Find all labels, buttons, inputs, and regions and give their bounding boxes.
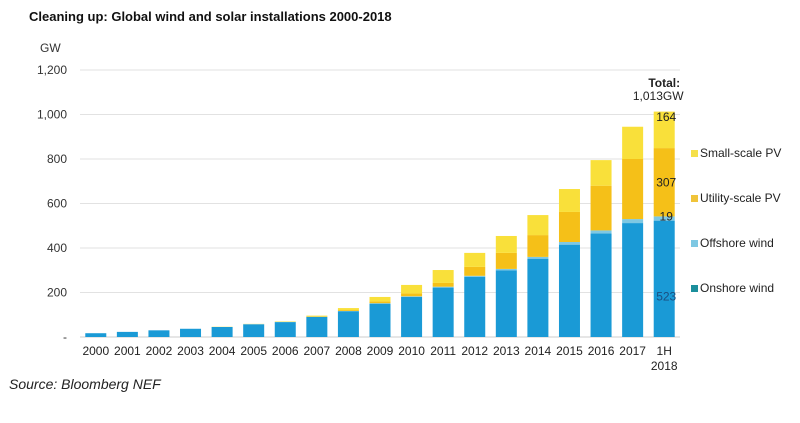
bar-segment-onshore-wind xyxy=(464,276,486,337)
x-tick-label: 2013 xyxy=(493,344,520,358)
total-value: 1,013GW xyxy=(633,89,684,103)
y-tick-label: - xyxy=(63,330,67,344)
x-tick-label: 1H xyxy=(657,344,672,358)
bar-segment-utility-scale-pv xyxy=(401,293,423,297)
bar-segment-onshore-wind xyxy=(337,311,359,337)
x-tick-label: 2009 xyxy=(367,344,394,358)
data-label: 307 xyxy=(656,175,676,189)
bar-segment-onshore-wind xyxy=(495,270,517,337)
bar-segment-utility-scale-pv xyxy=(653,148,675,217)
bar-segment-utility-scale-pv xyxy=(337,310,359,311)
bar-segment-onshore-wind xyxy=(148,330,170,337)
bar-segment-offshore-wind xyxy=(495,268,517,271)
bar-segment-small-scale-pv xyxy=(653,111,675,149)
y-tick-label: 400 xyxy=(47,241,67,255)
bar-segment-small-scale-pv xyxy=(401,284,423,294)
bar-segment-onshore-wind xyxy=(558,244,580,337)
x-tick-label: 2004 xyxy=(209,344,236,358)
bar-segment-utility-scale-pv xyxy=(558,211,580,242)
bar-segment-small-scale-pv xyxy=(306,315,328,317)
x-tick-label: 2006 xyxy=(272,344,299,358)
legend-swatch xyxy=(691,150,698,157)
bar-segment-small-scale-pv xyxy=(464,252,486,267)
chart-title: Cleaning up: Global wind and solar insta… xyxy=(29,9,392,24)
x-tick-label: 2014 xyxy=(525,344,552,358)
source-note: Source: Bloomberg NEF xyxy=(9,376,161,392)
bar-segment-small-scale-pv xyxy=(558,189,580,212)
bar-segment-small-scale-pv xyxy=(495,235,517,253)
x-tick-label: 2001 xyxy=(114,344,141,358)
legend-label: Onshore wind xyxy=(700,281,774,295)
bar-segment-offshore-wind xyxy=(590,230,612,234)
x-tick-label: 2017 xyxy=(619,344,646,358)
y-tick-label: 800 xyxy=(47,152,67,166)
bar-segment-offshore-wind xyxy=(527,256,549,259)
bar-segment-onshore-wind xyxy=(180,328,202,337)
bar-segment-onshore-wind xyxy=(653,220,675,337)
bar-segment-utility-scale-pv xyxy=(622,159,644,220)
bar-segment-small-scale-pv xyxy=(527,215,549,236)
bar-segment-utility-scale-pv xyxy=(527,235,549,257)
data-label: 523 xyxy=(656,289,676,303)
bar-segment-onshore-wind xyxy=(590,233,612,337)
x-tick-label: 2010 xyxy=(398,344,425,358)
bar-segment-onshore-wind xyxy=(243,324,265,337)
bar-segment-onshore-wind xyxy=(369,303,391,337)
bar-segment-onshore-wind xyxy=(622,223,644,337)
bar-segment-small-scale-pv xyxy=(622,126,644,159)
bar-segment-offshore-wind xyxy=(464,275,486,277)
bar-segment-onshore-wind xyxy=(432,287,454,337)
legend-swatch xyxy=(691,240,698,247)
bar-segment-small-scale-pv xyxy=(432,270,454,283)
bar-segment-offshore-wind xyxy=(653,216,675,221)
bar-segment-onshore-wind xyxy=(306,316,328,337)
x-tick-label: 2003 xyxy=(177,344,204,358)
x-tick-label: 2000 xyxy=(82,344,109,358)
data-label: 164 xyxy=(656,110,676,124)
bar-segment-offshore-wind xyxy=(558,241,580,245)
x-tick-label: 2015 xyxy=(556,344,583,358)
bar-segment-onshore-wind xyxy=(211,326,233,337)
bar-segment-utility-scale-pv xyxy=(590,185,612,231)
legend-swatch xyxy=(691,285,698,292)
bar-segment-small-scale-pv xyxy=(369,296,391,302)
bar-segment-onshore-wind xyxy=(274,322,296,337)
x-tick-label: 2007 xyxy=(303,344,330,358)
x-tick-label: 2018 xyxy=(651,359,678,373)
x-tick-label: 2012 xyxy=(461,344,488,358)
y-axis-label: GW xyxy=(40,41,61,55)
bar-segment-onshore-wind xyxy=(401,296,423,337)
y-tick-label: 1,200 xyxy=(37,63,67,77)
bar-segment-utility-scale-pv xyxy=(495,252,517,269)
bar-segment-offshore-wind xyxy=(401,296,423,297)
bar-segment-utility-scale-pv xyxy=(369,301,391,304)
x-tick-label: 2008 xyxy=(335,344,362,358)
legend-label: Small-scale PV xyxy=(700,146,781,160)
legend-label: Utility-scale PV xyxy=(700,191,781,205)
bar-segment-small-scale-pv xyxy=(590,160,612,186)
bar-segment-onshore-wind xyxy=(116,331,138,337)
y-tick-label: 1,000 xyxy=(37,108,67,122)
bar-segment-utility-scale-pv xyxy=(464,266,486,276)
x-tick-label: 2011 xyxy=(430,344,456,358)
bar-segment-onshore-wind xyxy=(85,333,107,337)
y-tick-label: 600 xyxy=(47,197,67,211)
x-tick-label: 2002 xyxy=(146,344,173,358)
x-tick-label: 2005 xyxy=(240,344,267,358)
bar-segment-offshore-wind xyxy=(622,219,644,224)
bar-segment-offshore-wind xyxy=(432,286,454,288)
legend-swatch xyxy=(691,195,698,202)
data-label: 19 xyxy=(660,209,674,223)
bar-segment-small-scale-pv xyxy=(337,308,359,311)
bar-segment-onshore-wind xyxy=(527,258,549,337)
legend-label: Offshore wind xyxy=(700,236,774,250)
y-tick-label: 200 xyxy=(47,286,67,300)
bar-segment-utility-scale-pv xyxy=(432,282,454,287)
total-label: Total: xyxy=(648,76,680,90)
x-tick-label: 2016 xyxy=(588,344,615,358)
